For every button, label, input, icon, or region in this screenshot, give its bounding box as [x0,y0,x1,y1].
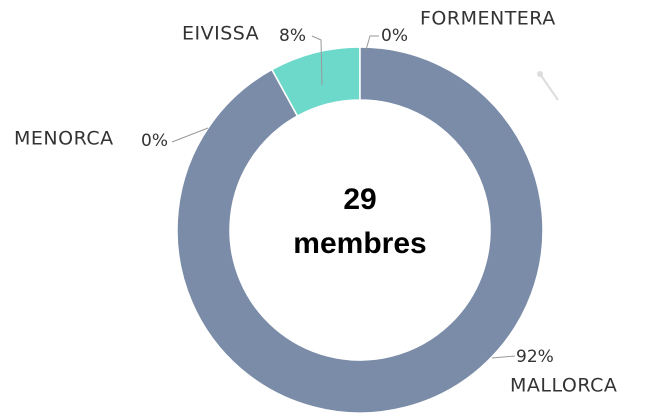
category-label: MENORCA [14,128,114,150]
category-label: EIVISSA [182,23,259,45]
decoration-dot [537,71,543,77]
center-unit: membres [293,227,426,260]
value-label: 8% [279,26,306,46]
leader-line [491,355,516,359]
donut-segment [176,46,544,414]
value-label: 92% [516,347,554,367]
leader-line [311,35,323,86]
center-count: 29 [343,183,376,216]
decoration [539,73,559,101]
leader-line [171,127,209,143]
leader-line [365,35,379,51]
value-label: 0% [381,26,408,46]
category-label: FORMENTERA [420,8,556,30]
category-label: MALLORCA [510,375,617,397]
value-label: 0% [141,131,168,151]
